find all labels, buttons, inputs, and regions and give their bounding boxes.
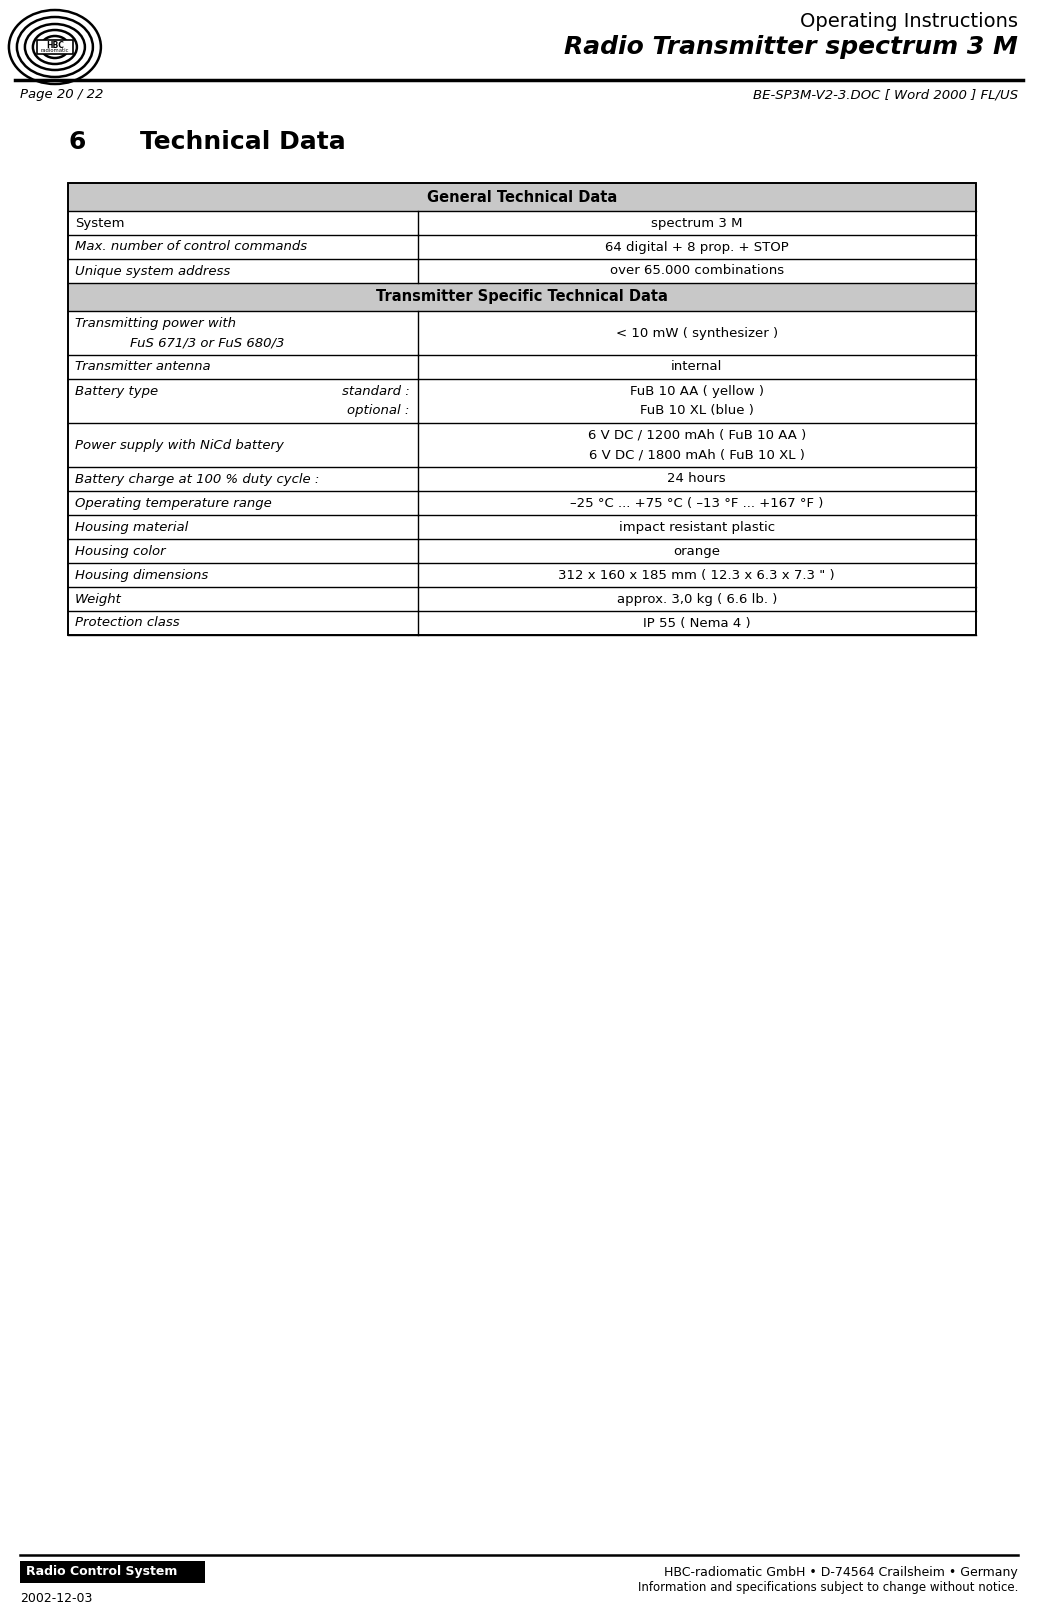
- Text: Max. number of control commands: Max. number of control commands: [75, 241, 307, 254]
- Bar: [69, 355, 976, 379]
- Text: FuS 671/3 or FuS 680/3: FuS 671/3 or FuS 680/3: [130, 335, 284, 350]
- Text: BE-SP3M-V2-3.DOC [ Word 2000 ] FL/US: BE-SP3M-V2-3.DOC [ Word 2000 ] FL/US: [753, 88, 1018, 101]
- Bar: [69, 282, 976, 311]
- Text: Battery type: Battery type: [75, 385, 158, 398]
- Text: HBC-radiomatic GmbH • D-74564 Crailsheim • Germany: HBC-radiomatic GmbH • D-74564 Crailsheim…: [664, 1566, 1018, 1579]
- Text: radiomatic: radiomatic: [40, 48, 70, 53]
- Text: Page 20 / 22: Page 20 / 22: [20, 88, 104, 101]
- Bar: [69, 587, 976, 612]
- Text: Radio Control System: Radio Control System: [26, 1565, 177, 1578]
- Text: 64 digital + 8 prop. + STOP: 64 digital + 8 prop. + STOP: [605, 241, 789, 254]
- Text: < 10 mW ( synthesizer ): < 10 mW ( synthesizer ): [616, 326, 777, 340]
- Text: Transmitter antenna: Transmitter antenna: [75, 361, 211, 374]
- Text: orange: orange: [674, 544, 720, 557]
- Bar: [69, 234, 976, 258]
- Text: over 65.000 combinations: over 65.000 combinations: [609, 265, 784, 278]
- Text: 24 hours: 24 hours: [667, 472, 727, 485]
- Bar: [69, 563, 976, 587]
- Bar: [69, 258, 976, 282]
- Text: –25 °C ... +75 °C ( –13 °F ... +167 °F ): –25 °C ... +75 °C ( –13 °F ... +167 °F ): [570, 496, 823, 509]
- Text: impact resistant plastic: impact resistant plastic: [619, 520, 774, 533]
- Text: 6 V DC / 1800 mAh ( FuB 10 XL ): 6 V DC / 1800 mAh ( FuB 10 XL ): [589, 448, 804, 461]
- Text: 312 x 160 x 185 mm ( 12.3 x 6.3 x 7.3 " ): 312 x 160 x 185 mm ( 12.3 x 6.3 x 7.3 " …: [558, 568, 836, 581]
- Text: HBC: HBC: [46, 40, 64, 50]
- Text: optional :: optional :: [347, 404, 410, 417]
- Bar: [69, 311, 976, 355]
- Text: Operating Instructions: Operating Instructions: [800, 11, 1018, 30]
- Text: Operating temperature range: Operating temperature range: [75, 496, 272, 509]
- Text: System: System: [75, 217, 125, 230]
- Text: Unique system address: Unique system address: [75, 265, 230, 278]
- Text: 2002-12-03: 2002-12-03: [20, 1592, 92, 1605]
- Text: approx. 3,0 kg ( 6.6 lb. ): approx. 3,0 kg ( 6.6 lb. ): [617, 592, 777, 605]
- Bar: [69, 467, 976, 491]
- Bar: [69, 183, 976, 636]
- Bar: [69, 379, 976, 424]
- Bar: [69, 183, 976, 210]
- Text: FuB 10 AA ( yellow ): FuB 10 AA ( yellow ): [630, 385, 764, 398]
- Text: Radio Transmitter spectrum 3 M: Radio Transmitter spectrum 3 M: [564, 35, 1018, 59]
- Text: Transmitting power with: Transmitting power with: [75, 316, 236, 329]
- Bar: [69, 515, 976, 539]
- Text: Information and specifications subject to change without notice.: Information and specifications subject t…: [637, 1581, 1018, 1594]
- Text: standard :: standard :: [342, 385, 410, 398]
- Bar: [69, 491, 976, 515]
- Text: Protection class: Protection class: [75, 616, 180, 629]
- Text: IP 55 ( Nema 4 ): IP 55 ( Nema 4 ): [643, 616, 750, 629]
- Bar: [69, 210, 976, 234]
- Text: Transmitter Specific Technical Data: Transmitter Specific Technical Data: [376, 289, 667, 305]
- Bar: [37, 40, 73, 55]
- Text: spectrum 3 M: spectrum 3 M: [651, 217, 742, 230]
- Text: General Technical Data: General Technical Data: [427, 189, 618, 204]
- Bar: [69, 612, 976, 636]
- Text: Power supply with NiCd battery: Power supply with NiCd battery: [75, 438, 283, 451]
- Text: internal: internal: [672, 361, 722, 374]
- Text: FuB 10 XL (blue ): FuB 10 XL (blue ): [639, 404, 754, 417]
- Text: Technical Data: Technical Data: [140, 130, 346, 154]
- Text: Housing dimensions: Housing dimensions: [75, 568, 209, 581]
- Text: Weight: Weight: [75, 592, 121, 605]
- Bar: [69, 183, 976, 636]
- Text: 6 V DC / 1200 mAh ( FuB 10 AA ): 6 V DC / 1200 mAh ( FuB 10 AA ): [588, 429, 805, 441]
- Bar: [20, 1562, 204, 1583]
- Bar: [69, 424, 976, 467]
- Text: Housing material: Housing material: [75, 520, 188, 533]
- Text: Battery charge at 100 % duty cycle :: Battery charge at 100 % duty cycle :: [75, 472, 320, 485]
- Text: 6: 6: [69, 130, 85, 154]
- Text: Housing color: Housing color: [75, 544, 166, 557]
- Bar: [69, 539, 976, 563]
